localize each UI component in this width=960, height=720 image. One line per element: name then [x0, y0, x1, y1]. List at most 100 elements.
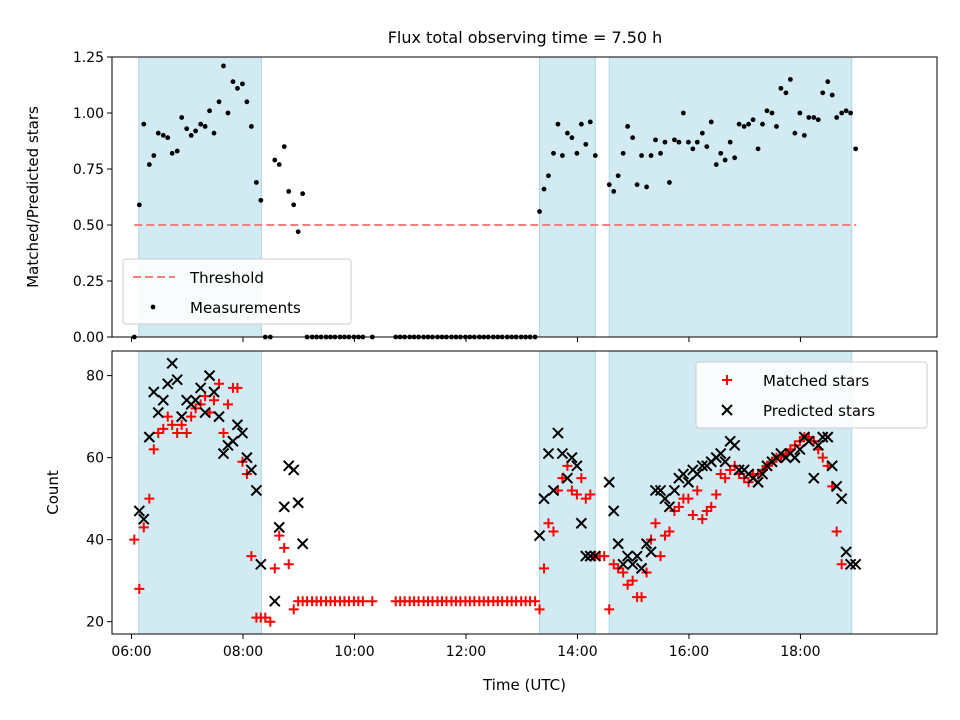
predicted-star-point [756, 468, 769, 480]
predicted-star-point [171, 374, 183, 386]
y-tick-label: 0.25 [73, 274, 104, 290]
matched-star-point [664, 526, 675, 537]
measurement-point [834, 115, 840, 120]
measurement-point [221, 63, 226, 69]
x-tick-label: 06:00 [111, 644, 151, 660]
predicted-star-point [733, 464, 745, 476]
predicted-star-point [236, 427, 249, 439]
predicted-star-point [143, 431, 156, 443]
predicted-star-point [133, 505, 146, 517]
predicted-star-point [789, 451, 801, 464]
matched-star-point [129, 534, 140, 545]
matched-star-point [269, 563, 280, 574]
x-tick-label: 10:00 [334, 644, 374, 660]
predicted-star-point [138, 513, 150, 525]
measurement-point [639, 153, 644, 158]
predicted-star-point [547, 484, 560, 497]
y-tick-label: 40 [86, 533, 104, 549]
predicted-star-point [659, 492, 671, 505]
predicted-star-point [269, 595, 281, 607]
predicted-star-point [552, 427, 564, 439]
legend-matched-label: Matched stars [763, 372, 869, 390]
predicted-star-point [250, 484, 263, 497]
matched-star-point [283, 559, 294, 570]
y-tick-label: 80 [86, 369, 104, 385]
predicted-star-point [844, 558, 857, 570]
x-tick-label: 12:00 [446, 644, 486, 660]
matched-star-point [222, 399, 233, 410]
predicted-star-point [566, 451, 578, 464]
matched-star-point [673, 501, 684, 512]
predicted-star-point [830, 480, 843, 493]
measurement-point [839, 110, 845, 116]
legend-box [695, 361, 928, 429]
legend-predicted-swatch [721, 404, 733, 416]
predicted-star-point [752, 476, 764, 488]
y-tick-label: 1.25 [73, 50, 104, 66]
matched-star-point [172, 428, 183, 439]
legend-box [122, 258, 352, 325]
matched-star-point [246, 551, 257, 562]
predicted-star-point [556, 447, 569, 460]
matched-star-point [720, 473, 731, 484]
measurement-point [198, 121, 204, 127]
measurement-point [193, 128, 199, 134]
measurement-point [569, 135, 575, 141]
matched-star-point [711, 489, 722, 500]
predicted-star-point [808, 472, 820, 484]
measurement-point [592, 153, 598, 158]
predicted-star-point [157, 394, 169, 406]
y-axis-label: Matched/Predicted stars [24, 106, 42, 288]
measurement-point [825, 79, 831, 85]
y-tick-label: 20 [86, 615, 104, 631]
legend-measurement-label: Measurements [190, 299, 301, 317]
measurement-point [741, 124, 747, 129]
predicted-star-point [538, 492, 550, 505]
predicted-star-point [273, 521, 285, 534]
matched-star-point [566, 485, 577, 496]
observing-window-band [539, 350, 596, 635]
predicted-star-point [812, 439, 824, 452]
legend-threshold-label: Threshold [189, 269, 264, 287]
measurement-point [136, 202, 142, 208]
measurement-point [155, 130, 161, 136]
measurement-point [843, 108, 849, 114]
measurement-point [787, 77, 793, 82]
predicted-star-point [166, 357, 178, 370]
measurement-point [764, 108, 770, 114]
measurement-point [815, 117, 821, 123]
predicted-star-point [288, 464, 300, 476]
measurement-point [207, 108, 212, 114]
predicted-star-point [245, 464, 258, 476]
legend-matched-swatch [722, 375, 732, 385]
predicted-star-point [175, 410, 188, 423]
predicted-star-point [217, 447, 230, 460]
predicted-star-point [840, 546, 852, 558]
predicted-star-point [292, 497, 304, 509]
predicted-star-point [199, 406, 211, 419]
measurement-point [179, 115, 185, 120]
measurement-point [276, 162, 282, 167]
predicted-star-point [645, 546, 657, 558]
predicted-star-point [794, 443, 806, 456]
measurement-point [615, 173, 621, 179]
predicted-star-point [227, 435, 239, 447]
observing-window-band [608, 56, 853, 338]
predicted-star-point [189, 394, 202, 406]
measurement-point [718, 150, 724, 156]
predicted-star-point [571, 460, 583, 472]
measurement-point [676, 139, 682, 145]
predicted-star-point [635, 562, 648, 575]
measurement-point [783, 90, 789, 96]
predicted-star-point [677, 468, 690, 480]
y-tick-label: 60 [86, 451, 104, 467]
matched-star-point [585, 489, 596, 500]
matched-star-point [138, 522, 149, 533]
matched-star-point [279, 542, 290, 553]
y-tick-label: 0.75 [73, 162, 104, 178]
measurement-point [727, 139, 733, 145]
measurement-point [272, 157, 278, 163]
predicted-star-point [148, 386, 160, 398]
measurement-point [541, 186, 547, 192]
measurement-point [690, 146, 696, 152]
